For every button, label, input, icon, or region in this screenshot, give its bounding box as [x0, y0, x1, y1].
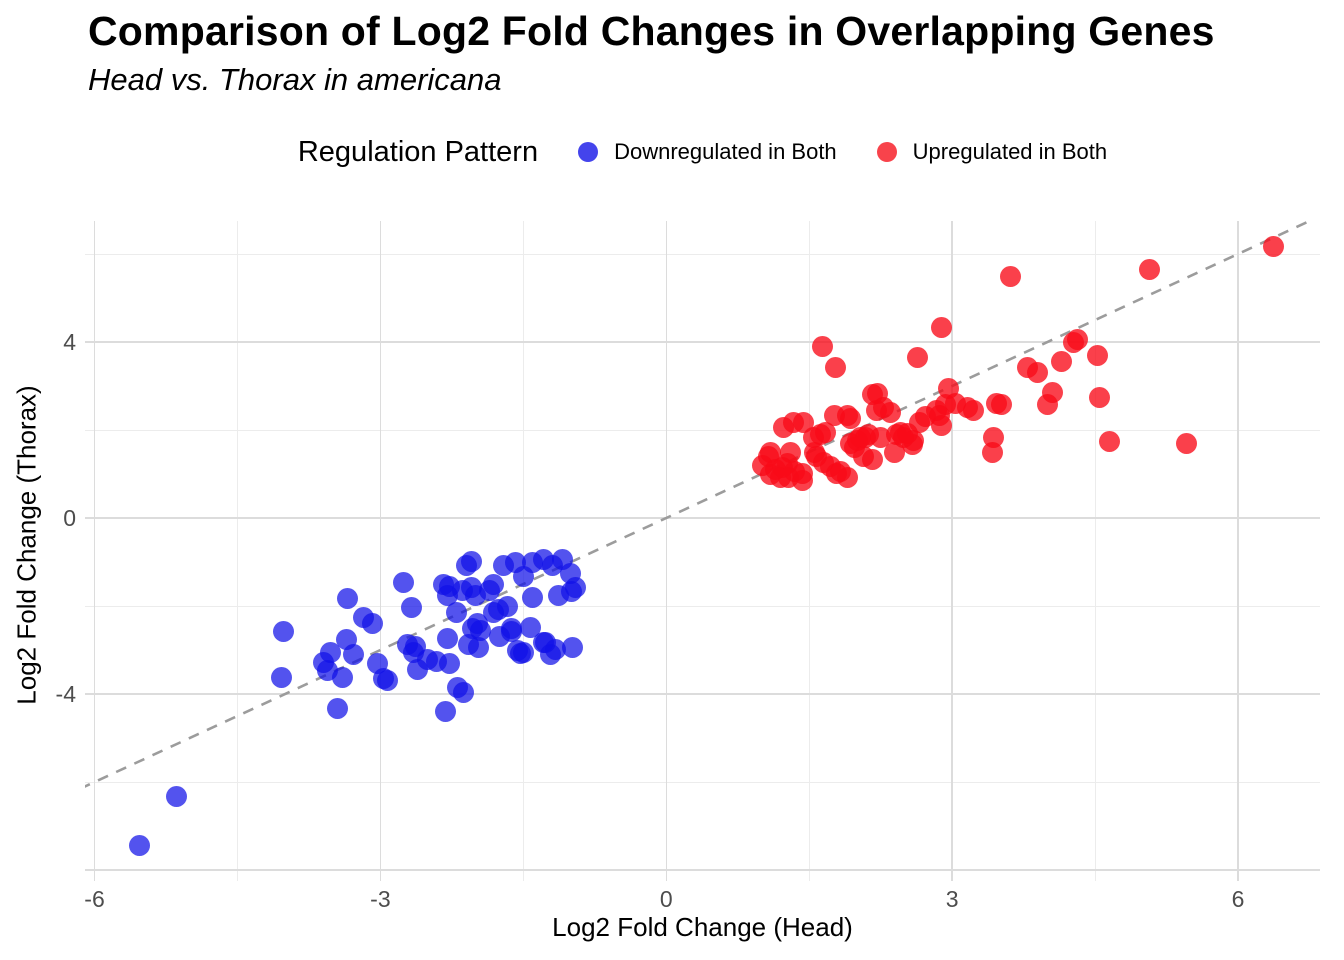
data-point: [522, 586, 544, 608]
data-point: [991, 394, 1013, 416]
data-point: [446, 601, 468, 623]
gridline-x-major: [951, 221, 953, 881]
gridline-x-major: [1237, 221, 1239, 881]
gridline-y-minor: [85, 605, 1320, 607]
data-point: [982, 426, 1004, 448]
gridline-x-major: [665, 221, 668, 881]
data-point: [1087, 344, 1109, 366]
data-point: [512, 641, 534, 663]
gridline-y-major: [85, 693, 1320, 695]
data-point: [779, 441, 801, 463]
data-point: [962, 399, 984, 421]
gridline-y-major: [85, 869, 1320, 871]
gridline-y-major: [85, 517, 1320, 519]
data-point: [1138, 259, 1160, 281]
gridline-y-minor: [85, 781, 1320, 783]
chart-title: Comparison of Log2 Fold Changes in Overl…: [88, 8, 1215, 54]
data-point: [931, 317, 953, 339]
data-point: [331, 666, 353, 688]
upregulated-dot-icon: [876, 142, 897, 162]
data-point: [376, 670, 398, 692]
y-tick-label: 4: [63, 329, 76, 355]
data-point: [434, 701, 456, 723]
x-tick-label: -3: [370, 886, 391, 912]
data-point: [270, 666, 292, 688]
data-point: [1089, 386, 1111, 408]
y-axis-title: Log2 Fold Change (Thorax): [11, 385, 42, 705]
data-point: [1041, 381, 1063, 403]
chart-subtitle: Head vs. Thorax in americana: [88, 62, 502, 97]
data-point: [1262, 236, 1284, 258]
data-point: [1098, 431, 1120, 453]
y-tick-label: 0: [63, 505, 76, 531]
gridline-x-major: [379, 221, 382, 881]
data-point: [1176, 432, 1198, 454]
legend-item-upregulated: Upregulated in Both: [876, 139, 1108, 165]
data-point: [362, 613, 384, 635]
data-point: [931, 414, 953, 436]
data-point: [836, 466, 858, 488]
legend-title: Regulation Pattern: [297, 135, 539, 168]
data-point: [870, 427, 892, 449]
gridline-y-major: [85, 341, 1320, 343]
data-point: [565, 576, 587, 598]
x-axis-title: Log2 Fold Change (Head): [552, 912, 853, 942]
data-point: [272, 621, 294, 643]
x-tick-label: 3: [945, 886, 959, 912]
data-point: [907, 347, 929, 369]
data-point: [879, 402, 901, 424]
downregulated-dot-icon: [578, 142, 599, 162]
legend: Regulation Pattern Downregulated in Both…: [85, 130, 1320, 174]
data-point: [401, 596, 423, 618]
data-point: [165, 786, 187, 808]
data-point: [392, 571, 414, 593]
data-point: [861, 449, 883, 471]
data-point: [320, 642, 342, 664]
plot-panel: [85, 221, 1320, 881]
gridline-y-minor: [85, 429, 1320, 431]
y-tick-label: -4: [55, 681, 76, 707]
legend-item-label: Downregulated in Both: [614, 139, 837, 164]
data-point: [439, 652, 461, 674]
data-point: [468, 637, 490, 659]
data-point: [839, 407, 861, 429]
x-tick-label: -6: [84, 886, 105, 912]
data-point: [793, 411, 814, 433]
data-point: [562, 637, 584, 659]
legend-item-label: Upregulated in Both: [912, 139, 1108, 164]
data-point: [336, 587, 358, 609]
data-point: [128, 835, 150, 857]
data-point: [343, 643, 365, 665]
gridline-y-minor: [85, 253, 1320, 255]
data-point: [814, 421, 836, 443]
data-point: [452, 682, 474, 704]
x-tick-label: 6: [1231, 886, 1245, 912]
data-point: [1027, 362, 1049, 384]
data-point: [902, 429, 924, 451]
data-point: [469, 619, 491, 641]
data-point: [501, 621, 523, 643]
legend-item-downregulated: Downregulated in Both: [578, 139, 837, 165]
data-point: [483, 574, 505, 596]
data-point: [792, 462, 814, 484]
data-point: [999, 266, 1021, 288]
gridline-x-major: [93, 221, 96, 881]
x-tick-label: 0: [659, 886, 673, 912]
data-point: [825, 356, 847, 378]
data-point: [1066, 329, 1088, 351]
data-point: [436, 627, 458, 649]
data-point: [812, 336, 834, 358]
data-point: [496, 596, 518, 618]
data-point: [327, 698, 349, 720]
data-point: [461, 550, 483, 572]
data-point: [545, 638, 567, 660]
data-point: [1051, 350, 1073, 372]
data-point: [519, 616, 541, 638]
